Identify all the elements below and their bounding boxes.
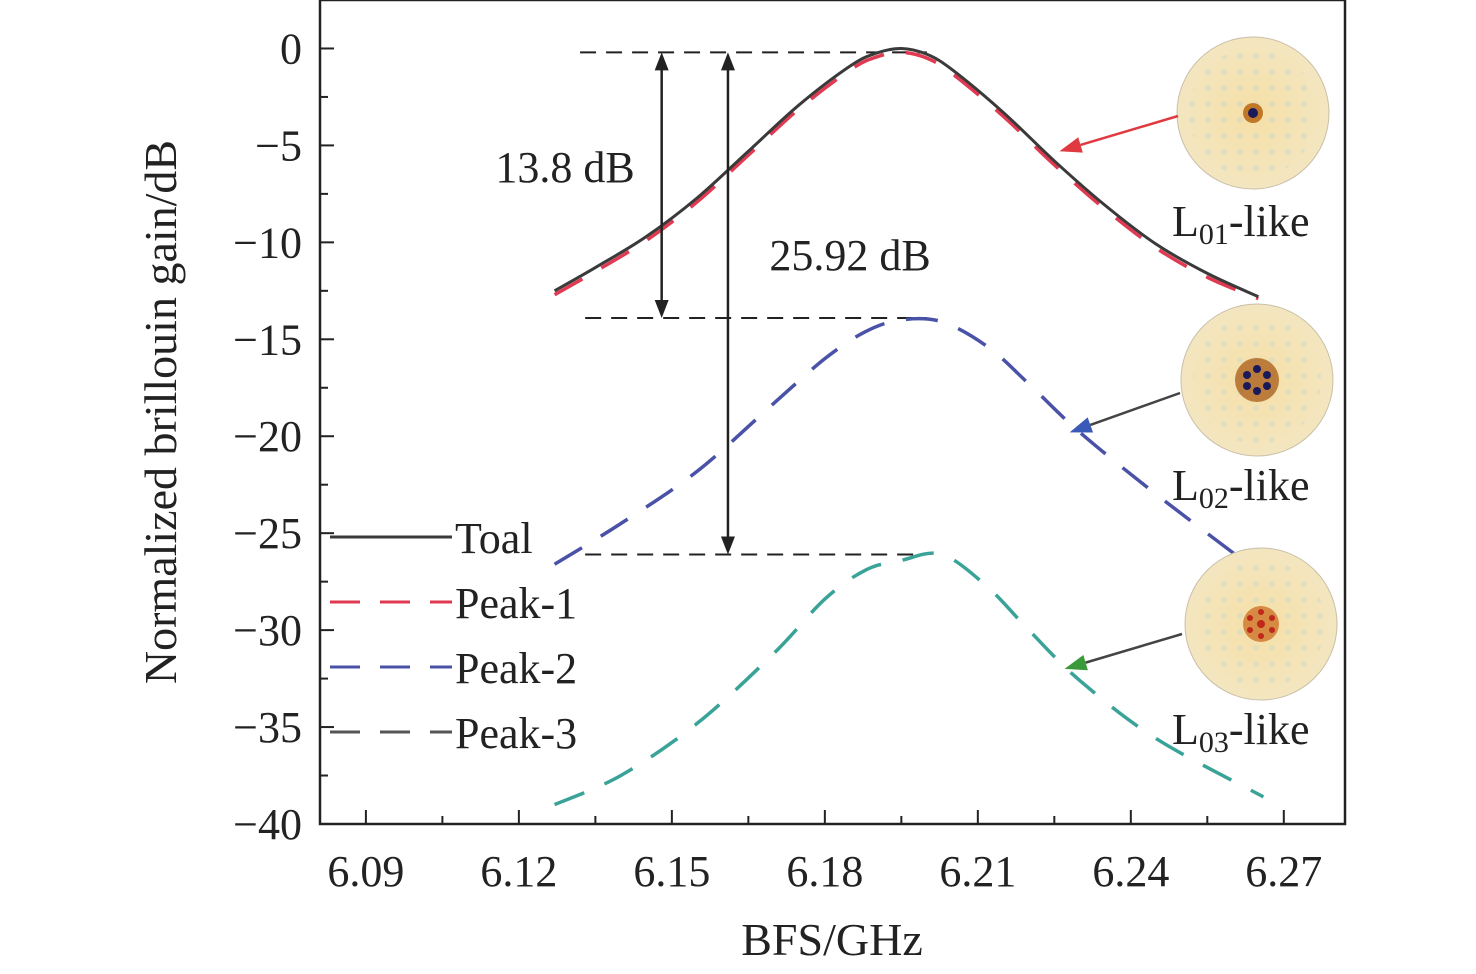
x-tick-label: 6.15 xyxy=(633,847,710,896)
x-tick-label: 6.12 xyxy=(480,847,557,896)
x-tick-label: 6.21 xyxy=(939,847,1016,896)
mode-field-lobes-l03 xyxy=(1247,609,1275,639)
legend-label: Peak-3 xyxy=(455,709,577,758)
y-tick-label: 0 xyxy=(280,24,302,73)
measure-arrowhead-bottom xyxy=(654,299,669,318)
y-tick-label: −25 xyxy=(233,509,302,558)
x-tick-label: 6.27 xyxy=(1245,847,1322,896)
series-line-peak-3 xyxy=(553,551,1265,807)
series-layer xyxy=(553,46,1265,807)
mode-field-core-l02 xyxy=(1235,358,1279,402)
measure-arrowhead-top xyxy=(654,52,669,71)
y-tick-label: −20 xyxy=(233,412,302,461)
series-line-peak-2 xyxy=(553,316,1245,566)
legend-label: Toal xyxy=(455,514,533,563)
y-tick-label: −15 xyxy=(233,315,302,364)
mode-arrow-l03 xyxy=(1085,632,1183,664)
mode-arrowhead-l03 xyxy=(1064,654,1088,671)
reference-lines xyxy=(580,51,927,556)
mode-field-lobes-l02 xyxy=(1243,365,1271,395)
mode-inset-l01: L01-like xyxy=(1059,36,1330,251)
legend: Toal Peak-1 Peak-2 Peak-3 xyxy=(330,514,577,758)
y-tick-label: −10 xyxy=(233,218,302,267)
y-axis-title: Normalized brillouin gain/dB xyxy=(135,140,186,684)
y-tick-label: −40 xyxy=(233,800,302,849)
annotation-layer: 13.8 dB 25.92 dB xyxy=(495,52,931,555)
series-line-peak-1 xyxy=(553,50,1259,301)
x-axis-ticks: 6.09 6.12 6.15 6.18 6.21 6.24 6.27 xyxy=(327,810,1322,896)
y-tick-label: −5 xyxy=(255,121,302,170)
measure-label: 13.8 dB xyxy=(495,143,634,192)
x-axis-title: BFS/GHz xyxy=(741,914,922,965)
y-tick-label: −35 xyxy=(233,703,302,752)
mode-arrowhead-l02 xyxy=(1069,417,1094,433)
plot-frame xyxy=(318,0,1347,826)
x-tick-label: 6.24 xyxy=(1092,847,1169,896)
mode-arrow-l01 xyxy=(1080,114,1179,147)
measure-label: 25.92 dB xyxy=(769,231,930,280)
measure-arrowhead-bottom xyxy=(720,536,735,555)
mode-arrowhead-l01 xyxy=(1059,137,1083,153)
y-tick-label: −30 xyxy=(233,606,302,655)
series-line-toal xyxy=(553,46,1259,299)
legend-label: Peak-2 xyxy=(455,644,577,693)
mode-insets: L01-like L02-like xyxy=(1059,36,1338,759)
x-tick-label: 6.18 xyxy=(786,847,863,896)
x-tick-label: 6.09 xyxy=(327,847,404,896)
mode-arrow-l02 xyxy=(1089,391,1181,427)
mode-inset-l03: L03-like xyxy=(1064,547,1338,759)
measure-arrowhead-top xyxy=(720,52,735,71)
mode-field-center-l01 xyxy=(1248,108,1258,118)
mode-inset-l02: L02-like xyxy=(1069,303,1334,515)
axes-box xyxy=(318,0,1347,826)
mode-label-l03: L03-like xyxy=(1172,705,1310,759)
y-axis-ticks: 0 −5 −10 −15 −20 −25 −30 −35 −40 xyxy=(233,24,334,849)
legend-label: Peak-1 xyxy=(455,579,577,628)
mode-label-l02: L02-like xyxy=(1172,461,1310,515)
mode-label-l01: L01-like xyxy=(1172,197,1310,251)
